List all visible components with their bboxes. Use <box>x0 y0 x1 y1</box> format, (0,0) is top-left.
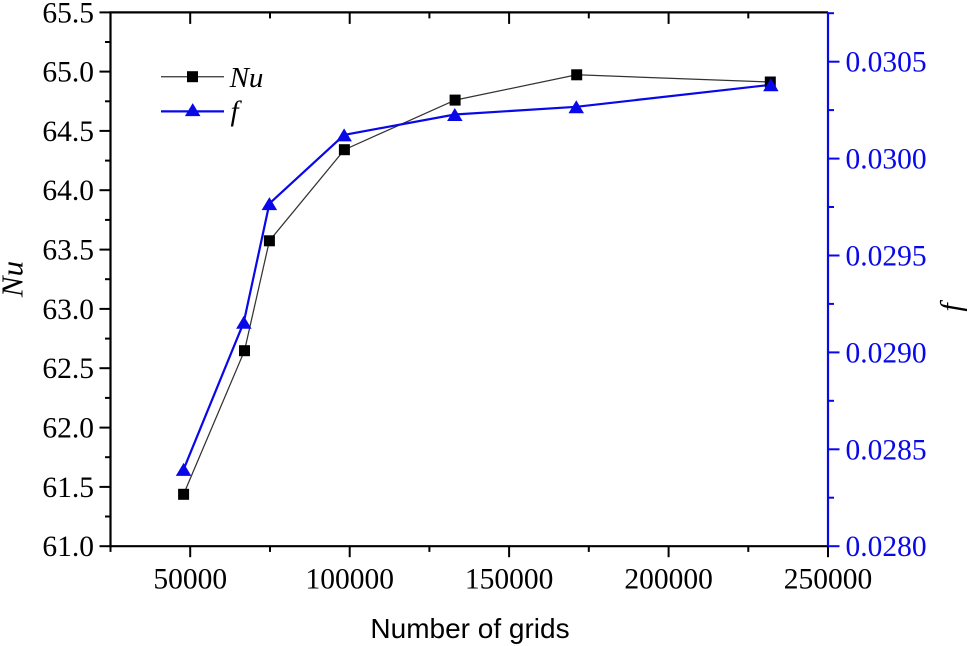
svg-text:150000: 150000 <box>465 563 554 595</box>
svg-text:0.0285: 0.0285 <box>846 434 927 466</box>
svg-text:50000: 50000 <box>153 563 227 595</box>
svg-text:0.0305: 0.0305 <box>846 47 927 79</box>
svg-text:64.0: 64.0 <box>42 175 94 207</box>
svg-text:65.5: 65.5 <box>42 0 94 29</box>
svg-text:Number of grids: Number of grids <box>370 613 569 644</box>
svg-text:0.0295: 0.0295 <box>846 241 927 273</box>
svg-text:63.0: 63.0 <box>42 294 94 326</box>
svg-text:65.0: 65.0 <box>42 57 94 89</box>
svg-text:200000: 200000 <box>624 563 713 595</box>
svg-text:63.5: 63.5 <box>42 235 94 267</box>
svg-text:61.5: 61.5 <box>42 472 94 504</box>
svg-text:62.5: 62.5 <box>42 353 94 385</box>
svg-text:0.0280: 0.0280 <box>846 531 927 563</box>
svg-text:250000: 250000 <box>784 563 873 595</box>
svg-text:100000: 100000 <box>305 563 394 595</box>
svg-text:Nu: Nu <box>0 261 30 298</box>
svg-text:0.0290: 0.0290 <box>846 337 927 369</box>
svg-text:Nu: Nu <box>229 62 264 94</box>
svg-text:0.0300: 0.0300 <box>846 144 927 176</box>
svg-text:62.0: 62.0 <box>42 413 94 445</box>
svg-text:61.0: 61.0 <box>42 531 94 563</box>
svg-text:64.5: 64.5 <box>42 116 94 148</box>
